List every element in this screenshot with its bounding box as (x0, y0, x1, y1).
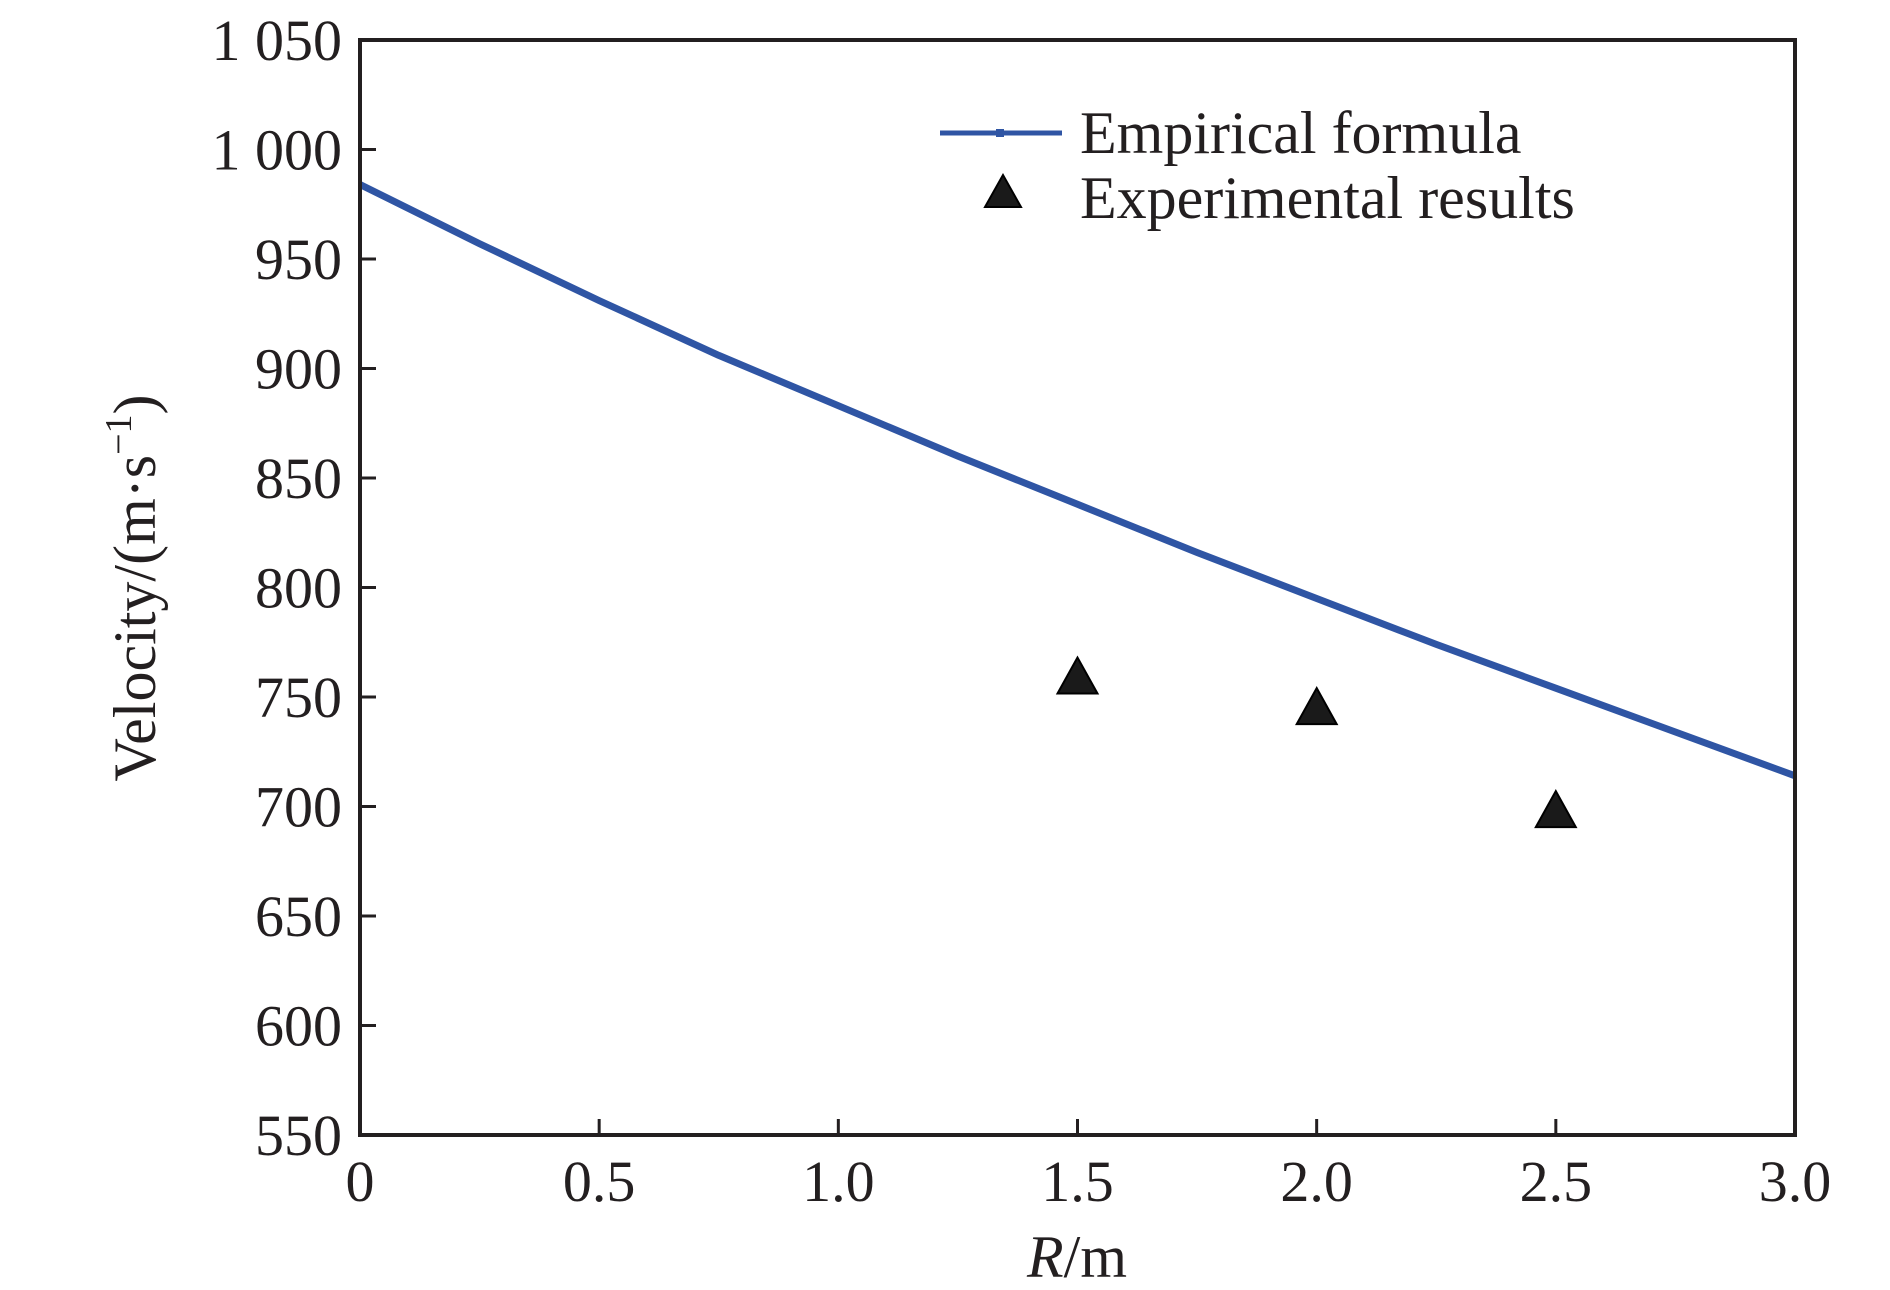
y-tick-label: 750 (255, 665, 342, 730)
empirical-formula-line (358, 181, 1797, 780)
y-tick-label: 850 (255, 446, 342, 511)
y-tick-label: 1 000 (212, 118, 343, 183)
legend-triangle-swatch (983, 172, 1023, 208)
x-axis-label: R/m (1026, 1224, 1127, 1290)
x-tick-label: 0.5 (563, 1149, 636, 1214)
legend-label-experimental: Experimental results (1080, 165, 1575, 231)
axis-ticks: 0 0.5 1.0 1.5 2.0 2.5 3.0 550 600 650 700 750 800 850… (212, 8, 1832, 1214)
y-axis-label-superscript: −1 (98, 414, 140, 454)
experimental-result-point (1295, 686, 1339, 726)
x-tick-label: 0 (346, 1149, 375, 1214)
legend-label-empirical: Empirical formula (1080, 100, 1522, 166)
x-tick-label: 3.0 (1759, 1149, 1832, 1214)
x-tick-label: 2.0 (1280, 1149, 1353, 1214)
legend-line-swatch-marker (996, 129, 1004, 137)
y-tick-label: 700 (255, 775, 342, 840)
x-axis-label-unit: /m (1064, 1224, 1127, 1290)
y-tick-label: 900 (255, 337, 342, 402)
y-axis-label-close: ) (102, 394, 168, 414)
y-tick-label: 950 (255, 227, 342, 292)
plot-area (358, 181, 1797, 829)
y-tick-label: 1 050 (212, 8, 343, 73)
x-tick-label: 2.5 (1520, 1149, 1593, 1214)
y-tick-label: 550 (255, 1103, 342, 1168)
experimental-result-point (1055, 655, 1100, 695)
y-axis-label-main: Velocity/(m·s (102, 455, 168, 782)
y-tick-label: 600 (255, 994, 342, 1059)
y-tick-label: 650 (255, 884, 342, 949)
experimental-result-point (1534, 789, 1578, 829)
x-axis-label-italic: R (1026, 1224, 1064, 1290)
x-tick-label: 1.0 (802, 1149, 875, 1214)
y-axis-label: Velocity/(m·s−1) (98, 394, 168, 781)
y-tick-label: 800 (255, 556, 342, 621)
x-tick-label: 1.5 (1041, 1149, 1114, 1214)
legend: Empirical formula Experimental results (940, 100, 1575, 231)
plot-frame (358, 38, 1797, 1137)
